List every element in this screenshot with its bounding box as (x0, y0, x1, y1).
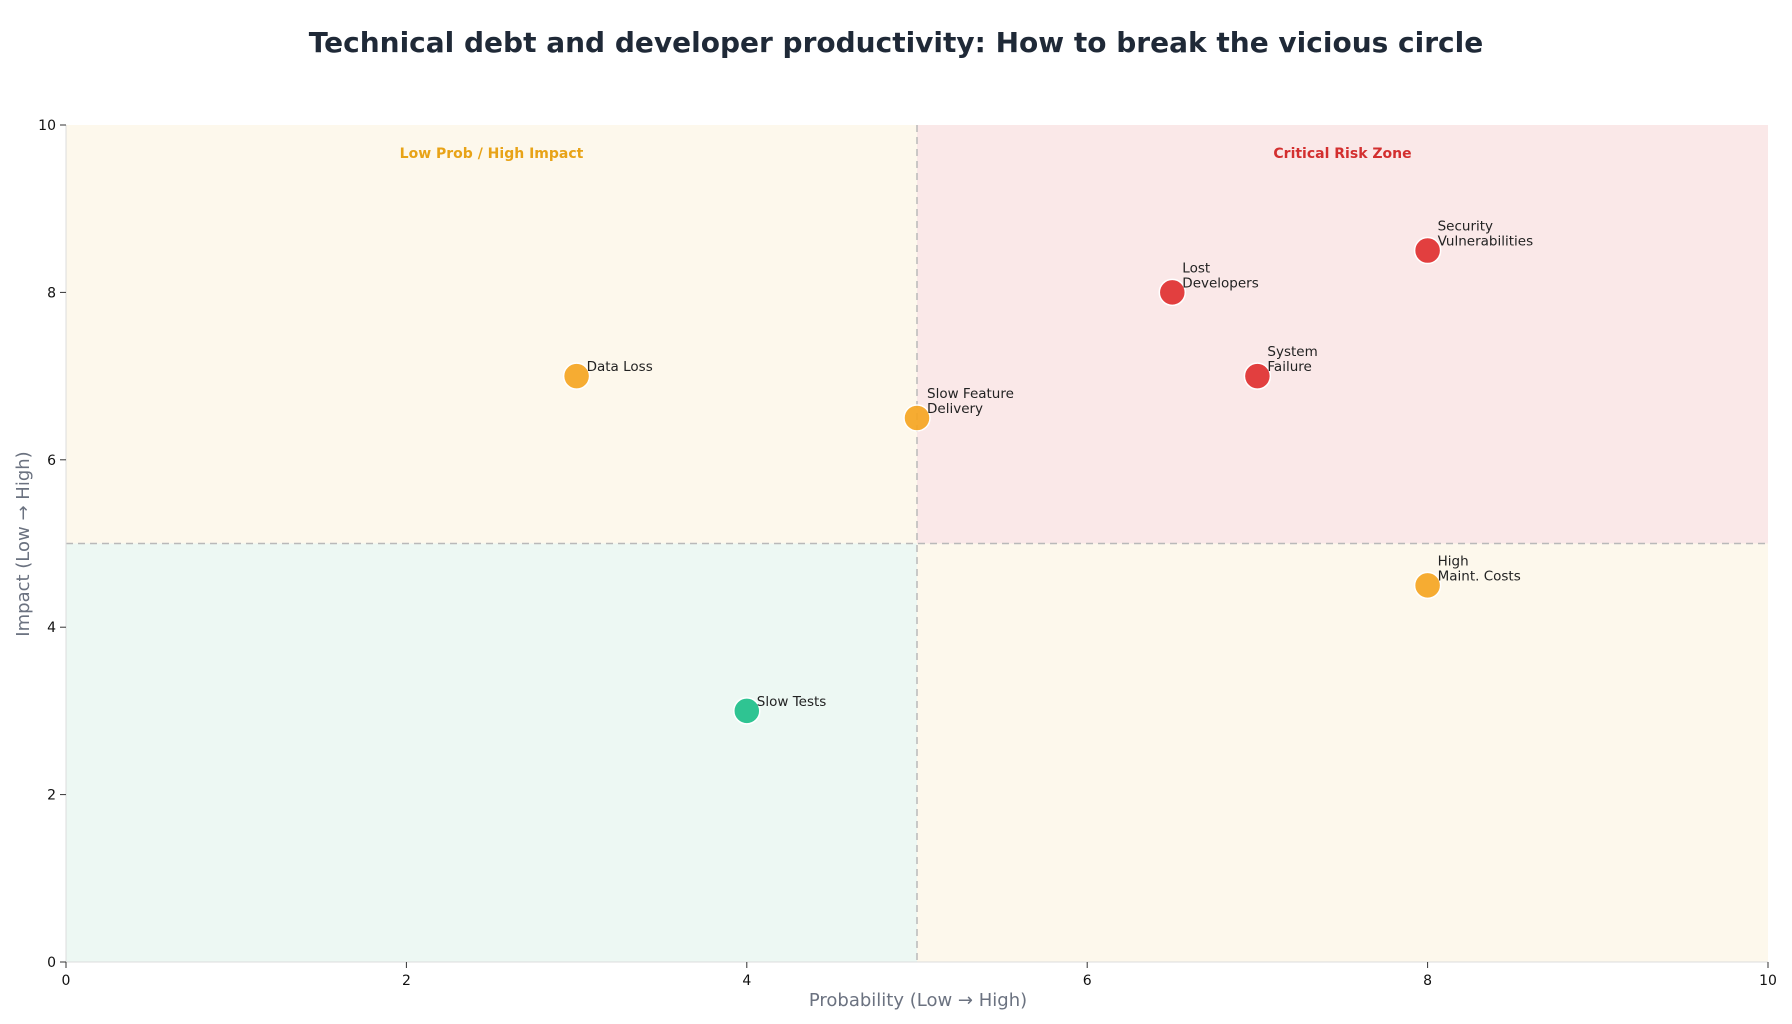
x-tick-label: 0 (62, 973, 71, 989)
data-point-label-line: System (1267, 344, 1317, 360)
data-point-label-line: Maint. Costs (1438, 568, 1521, 584)
quadrant-label-top-left: Low Prob / High Impact (400, 146, 584, 162)
data-point-marker (1158, 278, 1187, 307)
data-point-marker (733, 697, 761, 725)
y-tick-label: 8 (47, 285, 56, 301)
data-point-label: Slow Feature Delivery (927, 386, 1014, 417)
data-points: Data Loss Slow Feature Delivery Lost Develop… (562, 219, 1534, 725)
y-tick-label: 10 (38, 118, 56, 134)
quadrant-top-right (917, 125, 1768, 544)
data-point-marker (1413, 571, 1442, 600)
data-point-marker (903, 404, 931, 432)
x-tick-label: 6 (1083, 973, 1092, 989)
data-point-label-line: Failure (1267, 359, 1311, 375)
y-tick-label: 6 (47, 453, 56, 469)
x-tick-label: 4 (742, 973, 751, 989)
data-point-label-line: Lost (1182, 260, 1210, 276)
quadrant-label-top-right: Critical Risk Zone (1273, 146, 1411, 162)
data-point: System Failure (1243, 344, 1318, 390)
data-point-marker (1243, 362, 1272, 390)
data-point-label: Data Loss (587, 359, 653, 375)
x-tick-label: 2 (402, 973, 411, 989)
x-axis-label: Probability (Low → High) (809, 990, 1027, 1011)
data-point-label-line: Security (1438, 219, 1493, 235)
data-point-marker (1413, 236, 1442, 265)
data-point: Slow Feature Delivery (903, 386, 1014, 432)
data-point-label-line: Slow Tests (757, 694, 827, 710)
y-tick-label: 0 (47, 955, 56, 971)
data-point-label-line: Developers (1182, 275, 1258, 291)
x-tick-label: 8 (1423, 973, 1432, 989)
data-point-marker (562, 362, 591, 390)
data-point-label: Security Vulnerabilities (1438, 219, 1534, 250)
data-point: Security Vulnerabilities (1413, 219, 1534, 265)
data-point: Lost Developers (1158, 260, 1259, 307)
y-tick-label: 4 (47, 620, 56, 636)
y-tick-label: 2 (47, 788, 56, 804)
data-point-label-line: Data Loss (587, 359, 653, 375)
data-point: Data Loss (562, 359, 653, 390)
data-point-label: System Failure (1267, 344, 1317, 375)
threshold-lines (66, 125, 1768, 962)
quadrant-bottom-left (66, 543, 917, 962)
data-point-label-line: Vulnerabilities (1438, 234, 1534, 250)
data-point-label-line: Slow Feature (927, 386, 1014, 402)
data-point-label: Slow Tests (757, 694, 827, 710)
axes: 0 2 4 6 8 10 0 2 4 6 8 10 (38, 118, 1777, 989)
chart-title: Technical debt and developer productivit… (309, 26, 1484, 59)
x-tick-label: 10 (1759, 973, 1777, 989)
data-point: Slow Tests (733, 694, 827, 725)
data-point-label: Lost Developers (1182, 260, 1258, 291)
quadrant-bottom-right (917, 543, 1768, 962)
data-point-label: High Maint. Costs (1438, 553, 1521, 584)
data-point-label-line: Delivery (927, 401, 983, 417)
quadrants: Low Prob / High Impact Critical Risk Zone (66, 125, 1768, 962)
quadrant-top-left (66, 125, 917, 544)
data-point-label-line: High (1438, 553, 1469, 569)
y-axis-label: Impact (Low → High) (13, 451, 34, 636)
data-point: High Maint. Costs (1413, 553, 1521, 600)
